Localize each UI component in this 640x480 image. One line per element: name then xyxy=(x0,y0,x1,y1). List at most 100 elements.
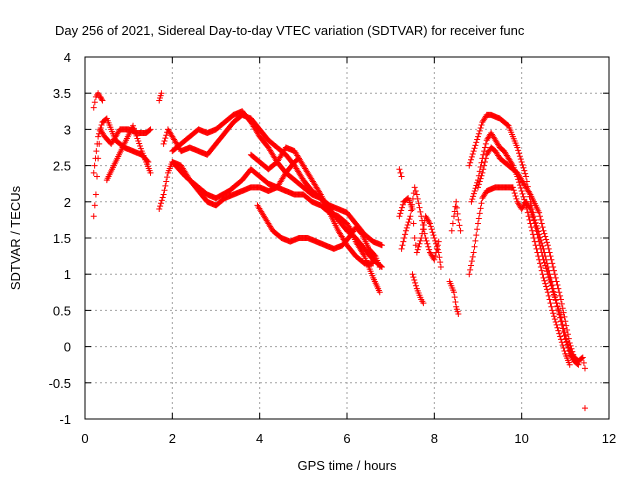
data-point xyxy=(160,191,167,198)
data-point xyxy=(516,150,523,157)
data-point xyxy=(558,321,565,328)
data-point xyxy=(580,359,587,366)
data-point xyxy=(544,263,551,270)
series-trace-a xyxy=(90,126,154,220)
data-point xyxy=(555,307,562,314)
data-point xyxy=(96,127,103,134)
y-tick-label: 1.5 xyxy=(53,231,71,246)
data-point xyxy=(468,262,475,269)
data-point xyxy=(474,226,481,233)
data-point xyxy=(544,289,551,296)
data-point xyxy=(429,229,436,236)
data-point xyxy=(537,263,544,270)
data-point xyxy=(532,219,539,226)
data-point xyxy=(539,271,546,278)
data-point xyxy=(477,205,484,212)
data-point xyxy=(408,207,415,214)
data-point xyxy=(566,361,573,368)
data-point xyxy=(360,251,367,258)
data-point xyxy=(516,182,523,189)
data-point xyxy=(453,204,460,211)
data-point xyxy=(523,202,530,209)
data-point xyxy=(474,136,481,143)
data-point xyxy=(91,202,98,209)
data-point xyxy=(470,249,477,256)
data-point xyxy=(554,303,561,310)
data-point xyxy=(477,124,484,131)
data-point xyxy=(466,271,473,278)
data-point xyxy=(521,167,528,174)
data-point xyxy=(478,172,485,179)
data-point xyxy=(557,292,564,299)
data-point xyxy=(401,235,408,241)
data-point xyxy=(561,347,568,354)
data-point xyxy=(554,324,561,331)
data-point xyxy=(518,187,525,194)
data-point xyxy=(535,253,542,260)
data-point xyxy=(469,196,476,203)
data-point xyxy=(478,200,485,207)
y-tick-label: 2 xyxy=(64,195,71,210)
data-point xyxy=(403,224,410,231)
grid-lines xyxy=(85,57,609,419)
data-point xyxy=(530,231,537,238)
data-point xyxy=(91,162,98,169)
data-point xyxy=(371,252,378,259)
data-point xyxy=(476,168,483,175)
data-point xyxy=(468,153,475,160)
data-point xyxy=(99,97,106,104)
data-point xyxy=(455,216,462,223)
data-point xyxy=(411,184,418,191)
data-point xyxy=(538,220,545,227)
data-point xyxy=(453,198,460,205)
data-point xyxy=(470,190,477,197)
data-point xyxy=(534,249,541,256)
data-point xyxy=(466,162,473,169)
data-point xyxy=(530,209,537,216)
data-point xyxy=(561,313,568,320)
data-point xyxy=(431,256,438,263)
data-point xyxy=(578,355,585,362)
data-point xyxy=(558,300,565,307)
series-trace-s xyxy=(466,111,582,368)
data-point xyxy=(531,216,538,223)
data-point xyxy=(521,196,528,203)
data-point xyxy=(404,221,411,228)
data-point xyxy=(414,195,421,202)
series-trace-c xyxy=(103,122,154,184)
data-point xyxy=(402,231,409,238)
data-point xyxy=(412,279,419,286)
data-point xyxy=(537,213,544,220)
data-point xyxy=(551,316,558,323)
data-point xyxy=(398,245,405,252)
data-point xyxy=(536,231,543,238)
x-tick-label: 2 xyxy=(169,431,176,446)
data-point xyxy=(522,170,529,177)
series-trace-j xyxy=(247,144,377,267)
data-point xyxy=(550,289,557,296)
data-point xyxy=(475,133,481,140)
data-point xyxy=(467,266,474,273)
data-point xyxy=(417,237,424,244)
data-point xyxy=(316,190,323,197)
data-point xyxy=(135,137,142,144)
data-point xyxy=(448,227,455,234)
data-point xyxy=(92,191,99,198)
data-point xyxy=(131,127,138,134)
data-point xyxy=(468,198,475,205)
data-point xyxy=(430,232,437,239)
data-point xyxy=(437,263,444,270)
data-point xyxy=(565,335,572,342)
data-point xyxy=(162,135,169,142)
data-point xyxy=(407,213,414,220)
data-point xyxy=(473,232,480,239)
chart-title: Day 256 of 2021, Sidereal Day-to-day VTE… xyxy=(55,23,525,38)
data-point xyxy=(551,292,558,299)
data-point xyxy=(431,235,438,241)
y-tick-label: -0.5 xyxy=(49,376,71,391)
data-point xyxy=(433,245,440,252)
data-point xyxy=(540,227,547,234)
data-point xyxy=(545,245,552,252)
data-point xyxy=(455,311,462,318)
